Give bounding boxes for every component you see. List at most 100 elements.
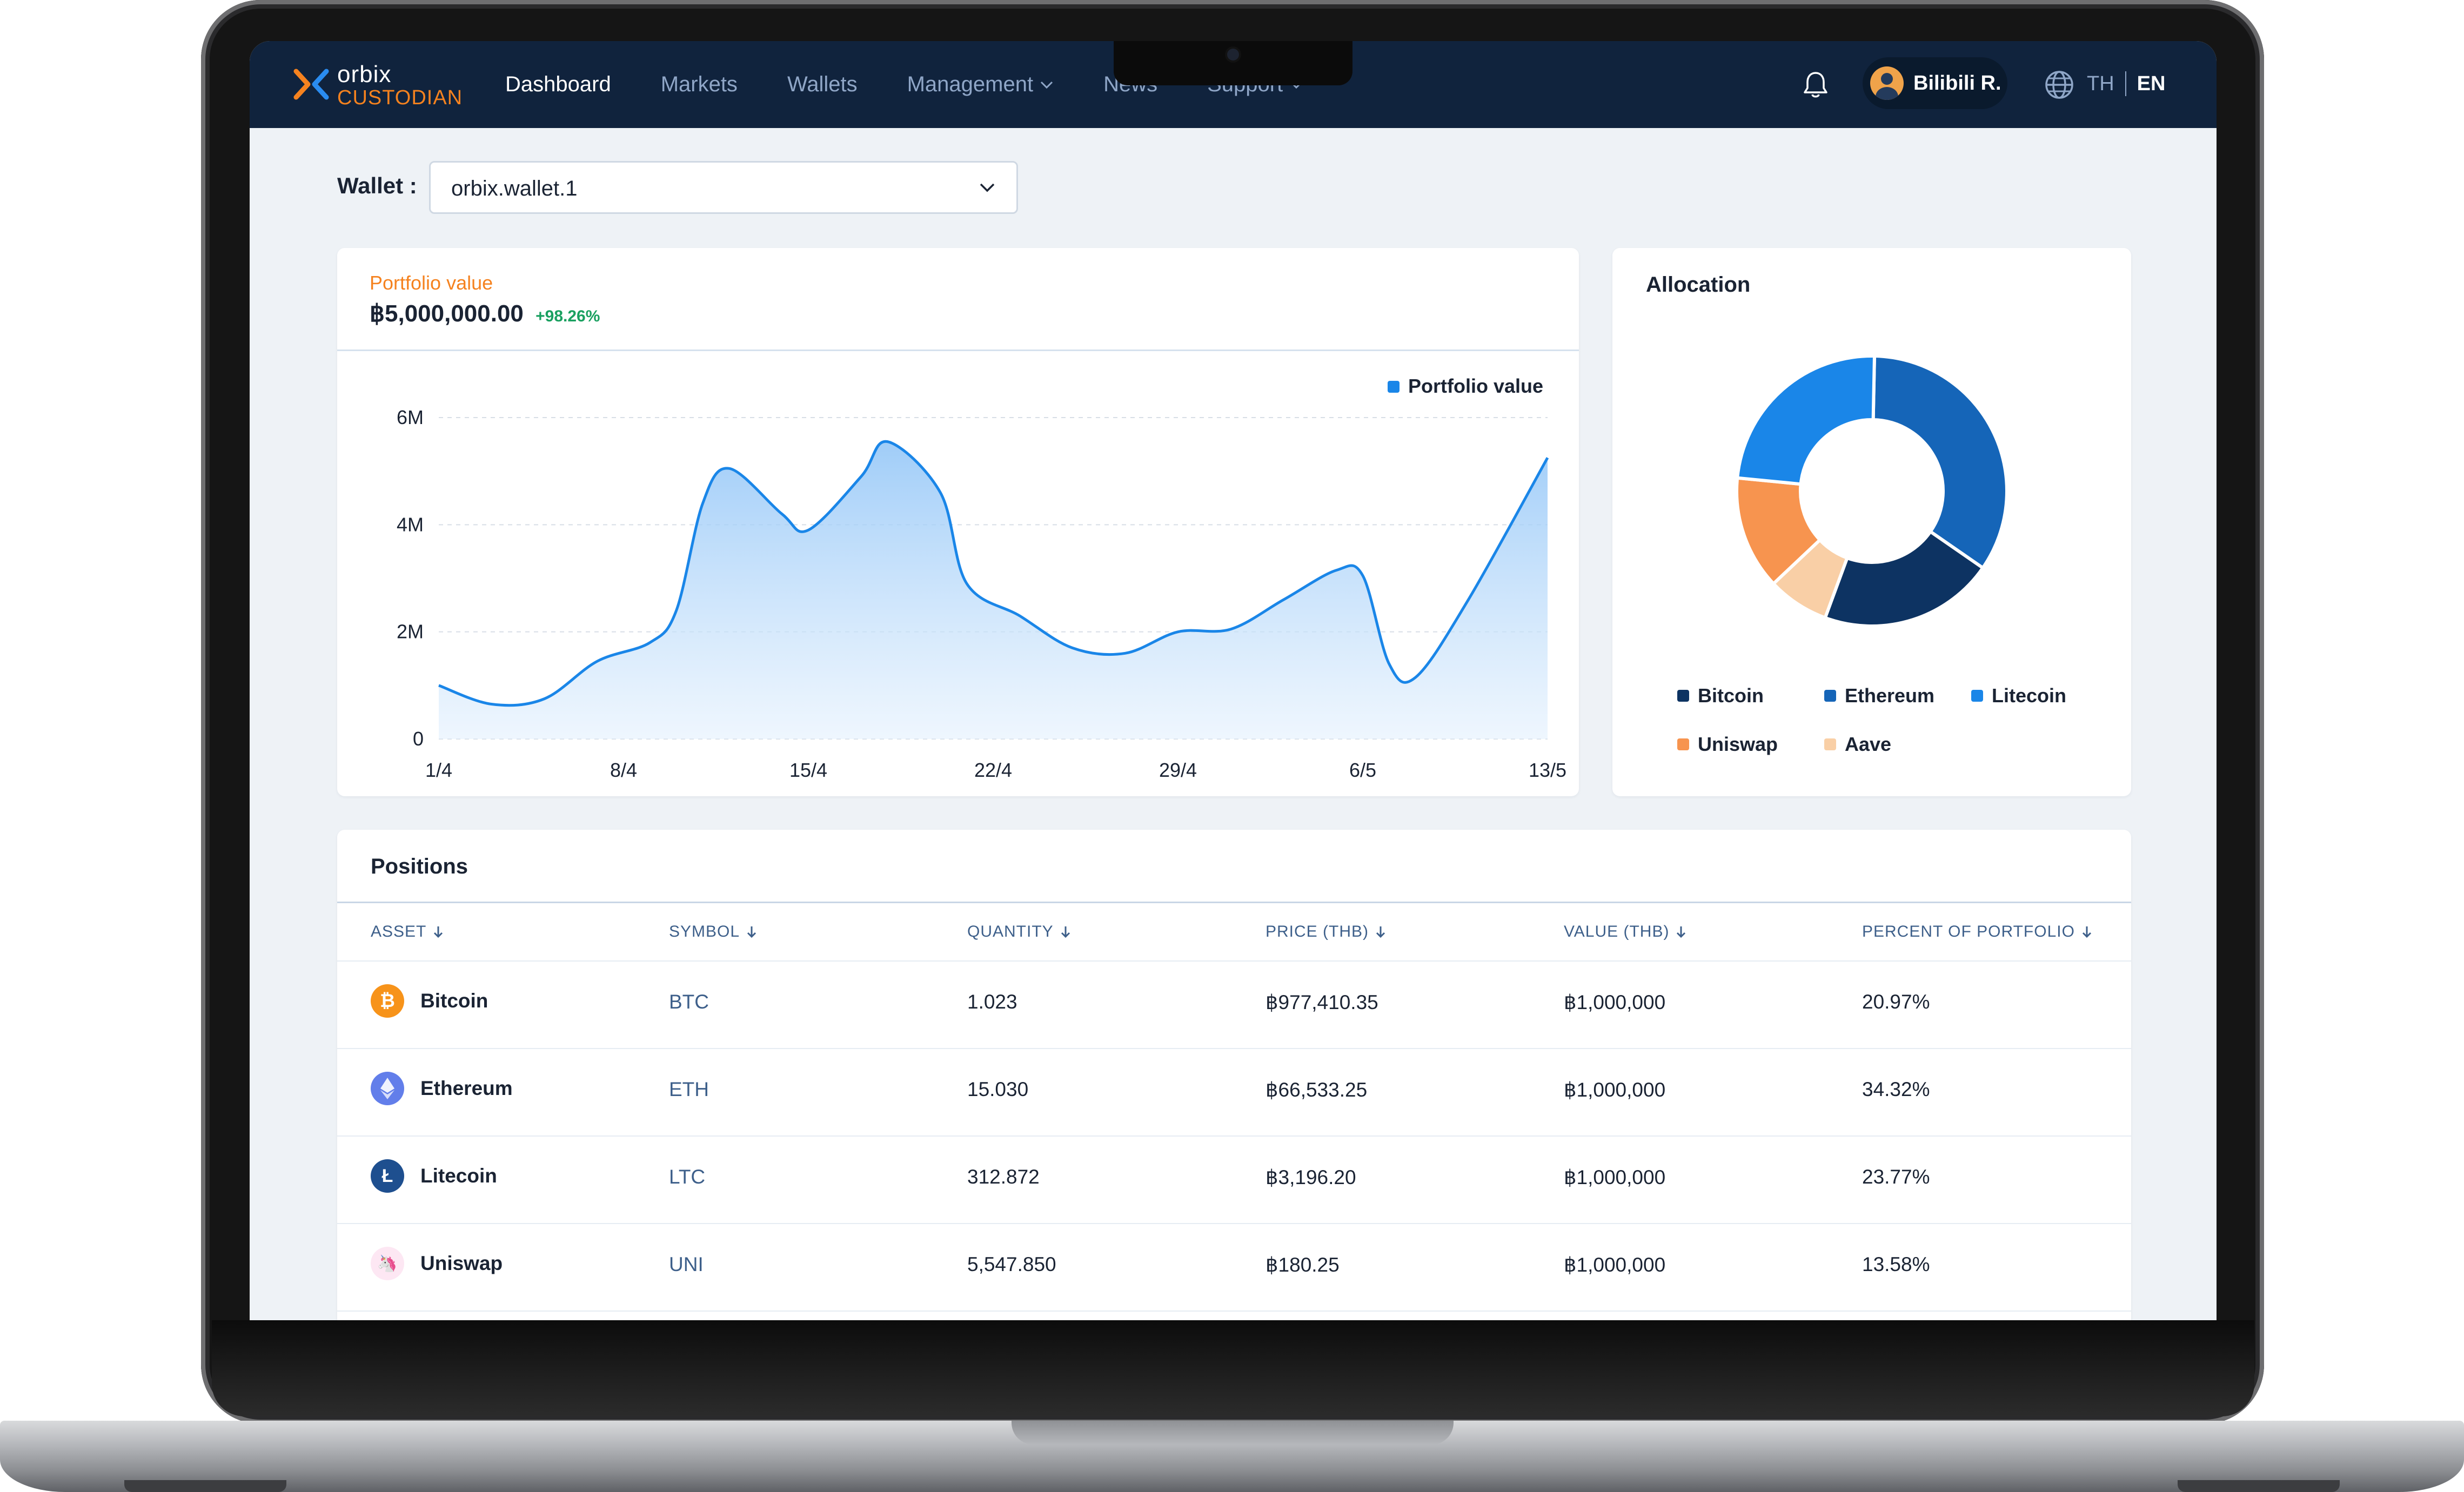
nav-management[interactable]: Management: [907, 72, 1054, 97]
legend-swatch: [1971, 690, 1983, 702]
portfolio-change-badge: +98.26%: [535, 307, 600, 325]
legend-item-ethereum: Ethereum: [1824, 684, 1934, 707]
table-cell-symbol: ETH: [669, 1078, 709, 1100]
nav-wallets[interactable]: Wallets: [787, 72, 858, 96]
legend-swatch: [1677, 690, 1689, 702]
table-row-asset[interactable]: Ł Litecoin: [371, 1159, 497, 1193]
row-divider: [337, 1310, 2131, 1312]
donut-slice-litecoin[interactable]: [1735, 354, 1877, 486]
x-tick-label: 29/4: [1159, 759, 1197, 781]
table-cell-quantity: 1.023: [967, 991, 1017, 1013]
wallet-select[interactable]: orbix.wallet.1: [429, 161, 1018, 214]
column-header-asset[interactable]: ASSET: [371, 923, 445, 941]
table-cell-symbol: LTC: [669, 1166, 706, 1188]
lang-th-option[interactable]: TH: [2087, 72, 2114, 95]
allocation-card: Allocation Bitcoin Ethereum Litecoin Uni…: [1612, 248, 2131, 796]
positions-title: Positions: [371, 855, 468, 878]
table-cell-quantity: 312.872: [967, 1166, 1040, 1188]
column-header-value[interactable]: VALUE (THB): [1564, 923, 1688, 941]
table-cell-percent: 20.97%: [1862, 991, 1930, 1013]
y-tick-label: 4M: [397, 513, 424, 535]
portfolio-value-amount: ฿5,000,000.00: [370, 300, 524, 327]
brand-logo[interactable]: orbix CUSTODIAN: [292, 63, 463, 109]
table-cell-percent: 34.32%: [1862, 1078, 1930, 1100]
portfolio-area-chart[interactable]: 0 2M 4M 6M 1/4 8/4 15/4 22/4 29/4 6/5 13/5 Portfo…: [337, 351, 1579, 796]
legend-item-litecoin: Litecoin: [1971, 684, 2066, 707]
table-cell-price: ฿66,533.25: [1266, 1079, 1368, 1101]
brand-subtitle: CUSTODIAN: [337, 86, 463, 109]
portfolio-area-fill: [439, 441, 1548, 739]
table-cell-value: ฿1,000,000: [1564, 991, 1666, 1013]
wallet-label: Wallet :: [337, 173, 417, 198]
table-row-asset[interactable]: ₿ Bitcoin: [371, 984, 488, 1018]
y-tick-label: 2M: [397, 621, 424, 643]
wallet-select-value: orbix.wallet.1: [451, 177, 578, 200]
sort-arrow-icon: [2082, 926, 2092, 938]
bitcoin-icon: ₿: [371, 984, 404, 1018]
row-divider: [337, 1048, 2131, 1049]
camera-notch: [1114, 41, 1352, 85]
litecoin-icon: Ł: [371, 1159, 404, 1193]
column-header-percent[interactable]: PERCENT OF PORTFOLIO: [1862, 923, 2093, 941]
x-tick-label: 6/5: [1349, 759, 1376, 781]
donut-slice-ethereum[interactable]: [1871, 354, 2008, 570]
column-header-symbol[interactable]: SYMBOL: [669, 923, 758, 941]
x-tick-label: 8/4: [610, 759, 637, 781]
column-header-price[interactable]: PRICE (THB): [1266, 923, 1387, 941]
notification-bell-icon[interactable]: [1799, 69, 1832, 101]
donut-slice-bitcoin[interactable]: [1823, 529, 1985, 628]
x-tick-label: 15/4: [789, 759, 827, 781]
user-name: Bilibili R.: [1913, 71, 2001, 95]
row-divider: [337, 960, 2131, 962]
globe-icon[interactable]: [2043, 68, 2076, 102]
user-menu[interactable]: Bilibili R.: [1863, 57, 2007, 109]
laptop-foot-left: [124, 1480, 286, 1492]
card-divider: [337, 350, 1579, 351]
table-cell-quantity: 15.030: [967, 1078, 1029, 1100]
sort-arrow-icon: [1376, 926, 1385, 938]
legend-swatch-portfolio-value: [1388, 381, 1400, 393]
lang-divider: [2125, 71, 2126, 96]
laptop-bezel: [212, 1320, 2254, 1416]
table-cell-price: ฿977,410.35: [1266, 991, 1378, 1013]
donut-slice-uniswap[interactable]: [1735, 476, 1823, 586]
portfolio-line: [438, 440, 1549, 707]
x-tick-label: 1/4: [425, 759, 452, 781]
language-switch: TH EN: [2087, 71, 2165, 96]
table-cell-symbol: BTC: [669, 991, 709, 1013]
table-cell-quantity: 5,547.850: [967, 1253, 1056, 1275]
table-cell-price: ฿3,196.20: [1266, 1166, 1356, 1188]
legend-swatch: [1824, 738, 1836, 750]
lang-en-option[interactable]: EN: [2137, 72, 2166, 95]
table-row-asset[interactable]: Ethereum: [371, 1072, 513, 1105]
uniswap-icon: 🦄: [371, 1247, 404, 1280]
sort-arrow-icon: [1677, 926, 1686, 938]
top-navbar: orbix CUSTODIAN Dashboard Markets Wallet…: [250, 41, 2217, 128]
camera-icon: [1227, 49, 1239, 61]
y-tick-label: 0: [413, 728, 424, 750]
portfolio-value-label: Portfolio value: [370, 272, 493, 294]
table-cell-value: ฿1,000,000: [1564, 1254, 1666, 1276]
ethereum-icon: [371, 1072, 404, 1105]
chevron-down-icon: [980, 183, 995, 192]
table-cell-percent: 23.77%: [1862, 1166, 1930, 1188]
nav-markets[interactable]: Markets: [660, 72, 738, 96]
table-header-divider: [337, 902, 2131, 903]
row-divider: [337, 1223, 2131, 1224]
table-cell-value: ฿1,000,000: [1564, 1166, 1666, 1188]
legend-item-uniswap: Uniswap: [1677, 733, 1778, 756]
y-tick-label: 6M: [397, 406, 424, 428]
allocation-title: Allocation: [1646, 273, 1751, 297]
legend-item-bitcoin: Bitcoin: [1677, 684, 1764, 707]
allocation-donut-chart[interactable]: [1731, 351, 2012, 631]
nav-dashboard[interactable]: Dashboard: [505, 72, 611, 96]
table-cell-value: ฿1,000,000: [1564, 1079, 1666, 1101]
legend-swatch: [1677, 738, 1689, 750]
table-row-asset[interactable]: 🦄 Uniswap: [371, 1247, 503, 1280]
legend-item-aave: Aave: [1824, 733, 1891, 756]
avatar: [1870, 66, 1904, 100]
chevron-down-icon: [1041, 81, 1053, 89]
column-header-quantity[interactable]: QUANTITY: [967, 923, 1072, 941]
main-nav: Dashboard Markets Wallets Management New…: [505, 41, 1353, 128]
sort-arrow-icon: [434, 926, 443, 938]
